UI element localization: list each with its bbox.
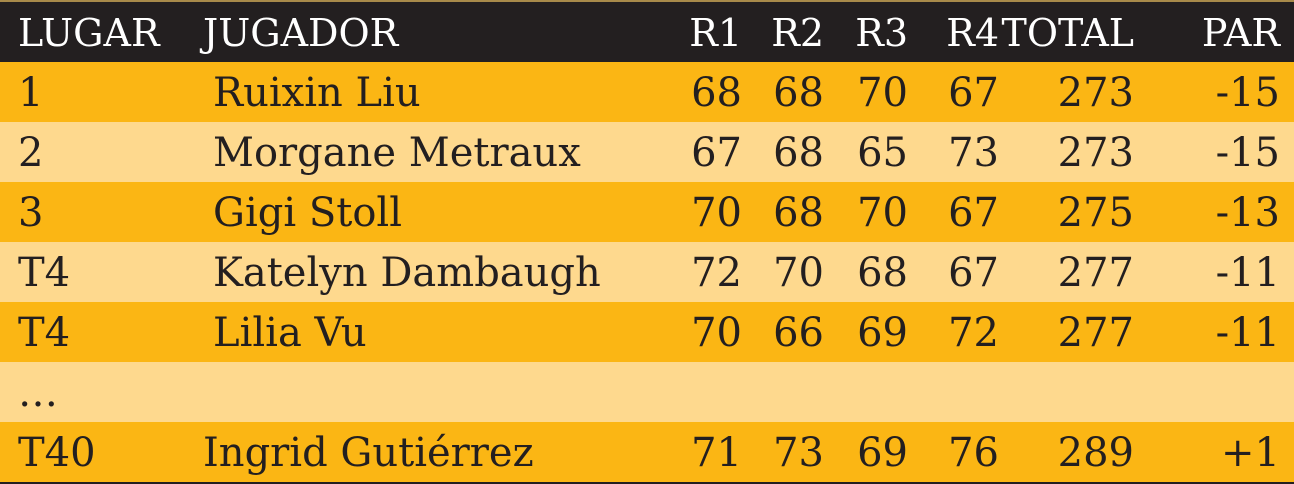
cell-total: 277 (1057, 310, 1134, 356)
header-r3: R3 (855, 11, 908, 55)
cell-total: 277 (1057, 250, 1134, 296)
cell-place: T4 (18, 250, 71, 296)
cell-total: 273 (1057, 70, 1134, 116)
cell-r3: 68 (857, 250, 908, 296)
cell-place: 3 (18, 190, 44, 236)
cell-total: 289 (1057, 430, 1134, 476)
table-row: 3 Gigi Stoll 70 68 70 67 275 -13 (0, 182, 1294, 242)
cell-r1: 72 (691, 250, 742, 296)
header-place: LUGAR (18, 11, 160, 55)
cell-player: Lilia Vu (213, 310, 367, 356)
cell-r2: 68 (773, 130, 824, 176)
cell-r4: 67 (948, 190, 999, 236)
cell-par: -15 (1215, 130, 1280, 176)
cell-r1: 68 (691, 70, 742, 116)
header-r4: R4 (946, 11, 999, 55)
cell-par: -13 (1215, 190, 1280, 236)
cell-r4: 67 (948, 70, 999, 116)
cell-par: +1 (1221, 430, 1280, 476)
cell-r3: 65 (857, 130, 908, 176)
cell-r4: 76 (948, 430, 999, 476)
ellipsis-row: … (0, 362, 1294, 422)
table-row: 1 Ruixin Liu 68 68 70 67 273 -15 (0, 62, 1294, 122)
cell-par: -15 (1215, 70, 1280, 116)
table-row: T40 Ingrid Gutiérrez 71 73 69 76 289 +1 (0, 422, 1294, 482)
header-par: PAR (1201, 11, 1280, 55)
cell-r2: 70 (773, 250, 824, 296)
cell-place: … (18, 370, 58, 416)
cell-place: T4 (18, 310, 71, 356)
header-row: LUGAR JUGADOR R1 R2 R3 R4 TOTAL PAR (0, 2, 1294, 62)
cell-r3: 70 (857, 190, 908, 236)
cell-player: Gigi Stoll (213, 190, 403, 236)
table-row: T4 Katelyn Dambaugh 72 70 68 67 277 -11 (0, 242, 1294, 302)
cell-player: Morgane Metraux (213, 130, 581, 176)
cell-r4: 73 (948, 130, 999, 176)
top-border (0, 0, 1294, 2)
cell-r3: 69 (857, 430, 908, 476)
cell-r2: 66 (773, 310, 824, 356)
cell-player: Ruixin Liu (213, 70, 421, 116)
cell-total: 275 (1057, 190, 1134, 236)
cell-place: 2 (18, 130, 44, 176)
table-row: T4 Lilia Vu 70 66 69 72 277 -11 (0, 302, 1294, 362)
cell-player: Katelyn Dambaugh (213, 250, 601, 296)
cell-r4: 72 (948, 310, 999, 356)
header-player: JUGADOR (203, 11, 399, 55)
cell-par: -11 (1215, 250, 1280, 296)
cell-place: 1 (18, 70, 44, 116)
header-r2: R2 (771, 11, 824, 55)
cell-r3: 69 (857, 310, 908, 356)
header-r1: R1 (689, 11, 742, 55)
cell-player: Ingrid Gutiérrez (203, 430, 534, 476)
cell-r3: 70 (857, 70, 908, 116)
cell-r2: 68 (773, 190, 824, 236)
cell-r1: 70 (691, 190, 742, 236)
header-total: TOTAL (1001, 11, 1134, 55)
cell-r1: 71 (691, 430, 742, 476)
table-row: 2 Morgane Metraux 67 68 65 73 273 -15 (0, 122, 1294, 182)
cell-r2: 68 (773, 70, 824, 116)
cell-place: T40 (18, 430, 96, 476)
cell-r1: 67 (691, 130, 742, 176)
cell-r1: 70 (691, 310, 742, 356)
cell-par: -11 (1215, 310, 1280, 356)
cell-r4: 67 (948, 250, 999, 296)
cell-r2: 73 (773, 430, 824, 476)
cell-total: 273 (1057, 130, 1134, 176)
